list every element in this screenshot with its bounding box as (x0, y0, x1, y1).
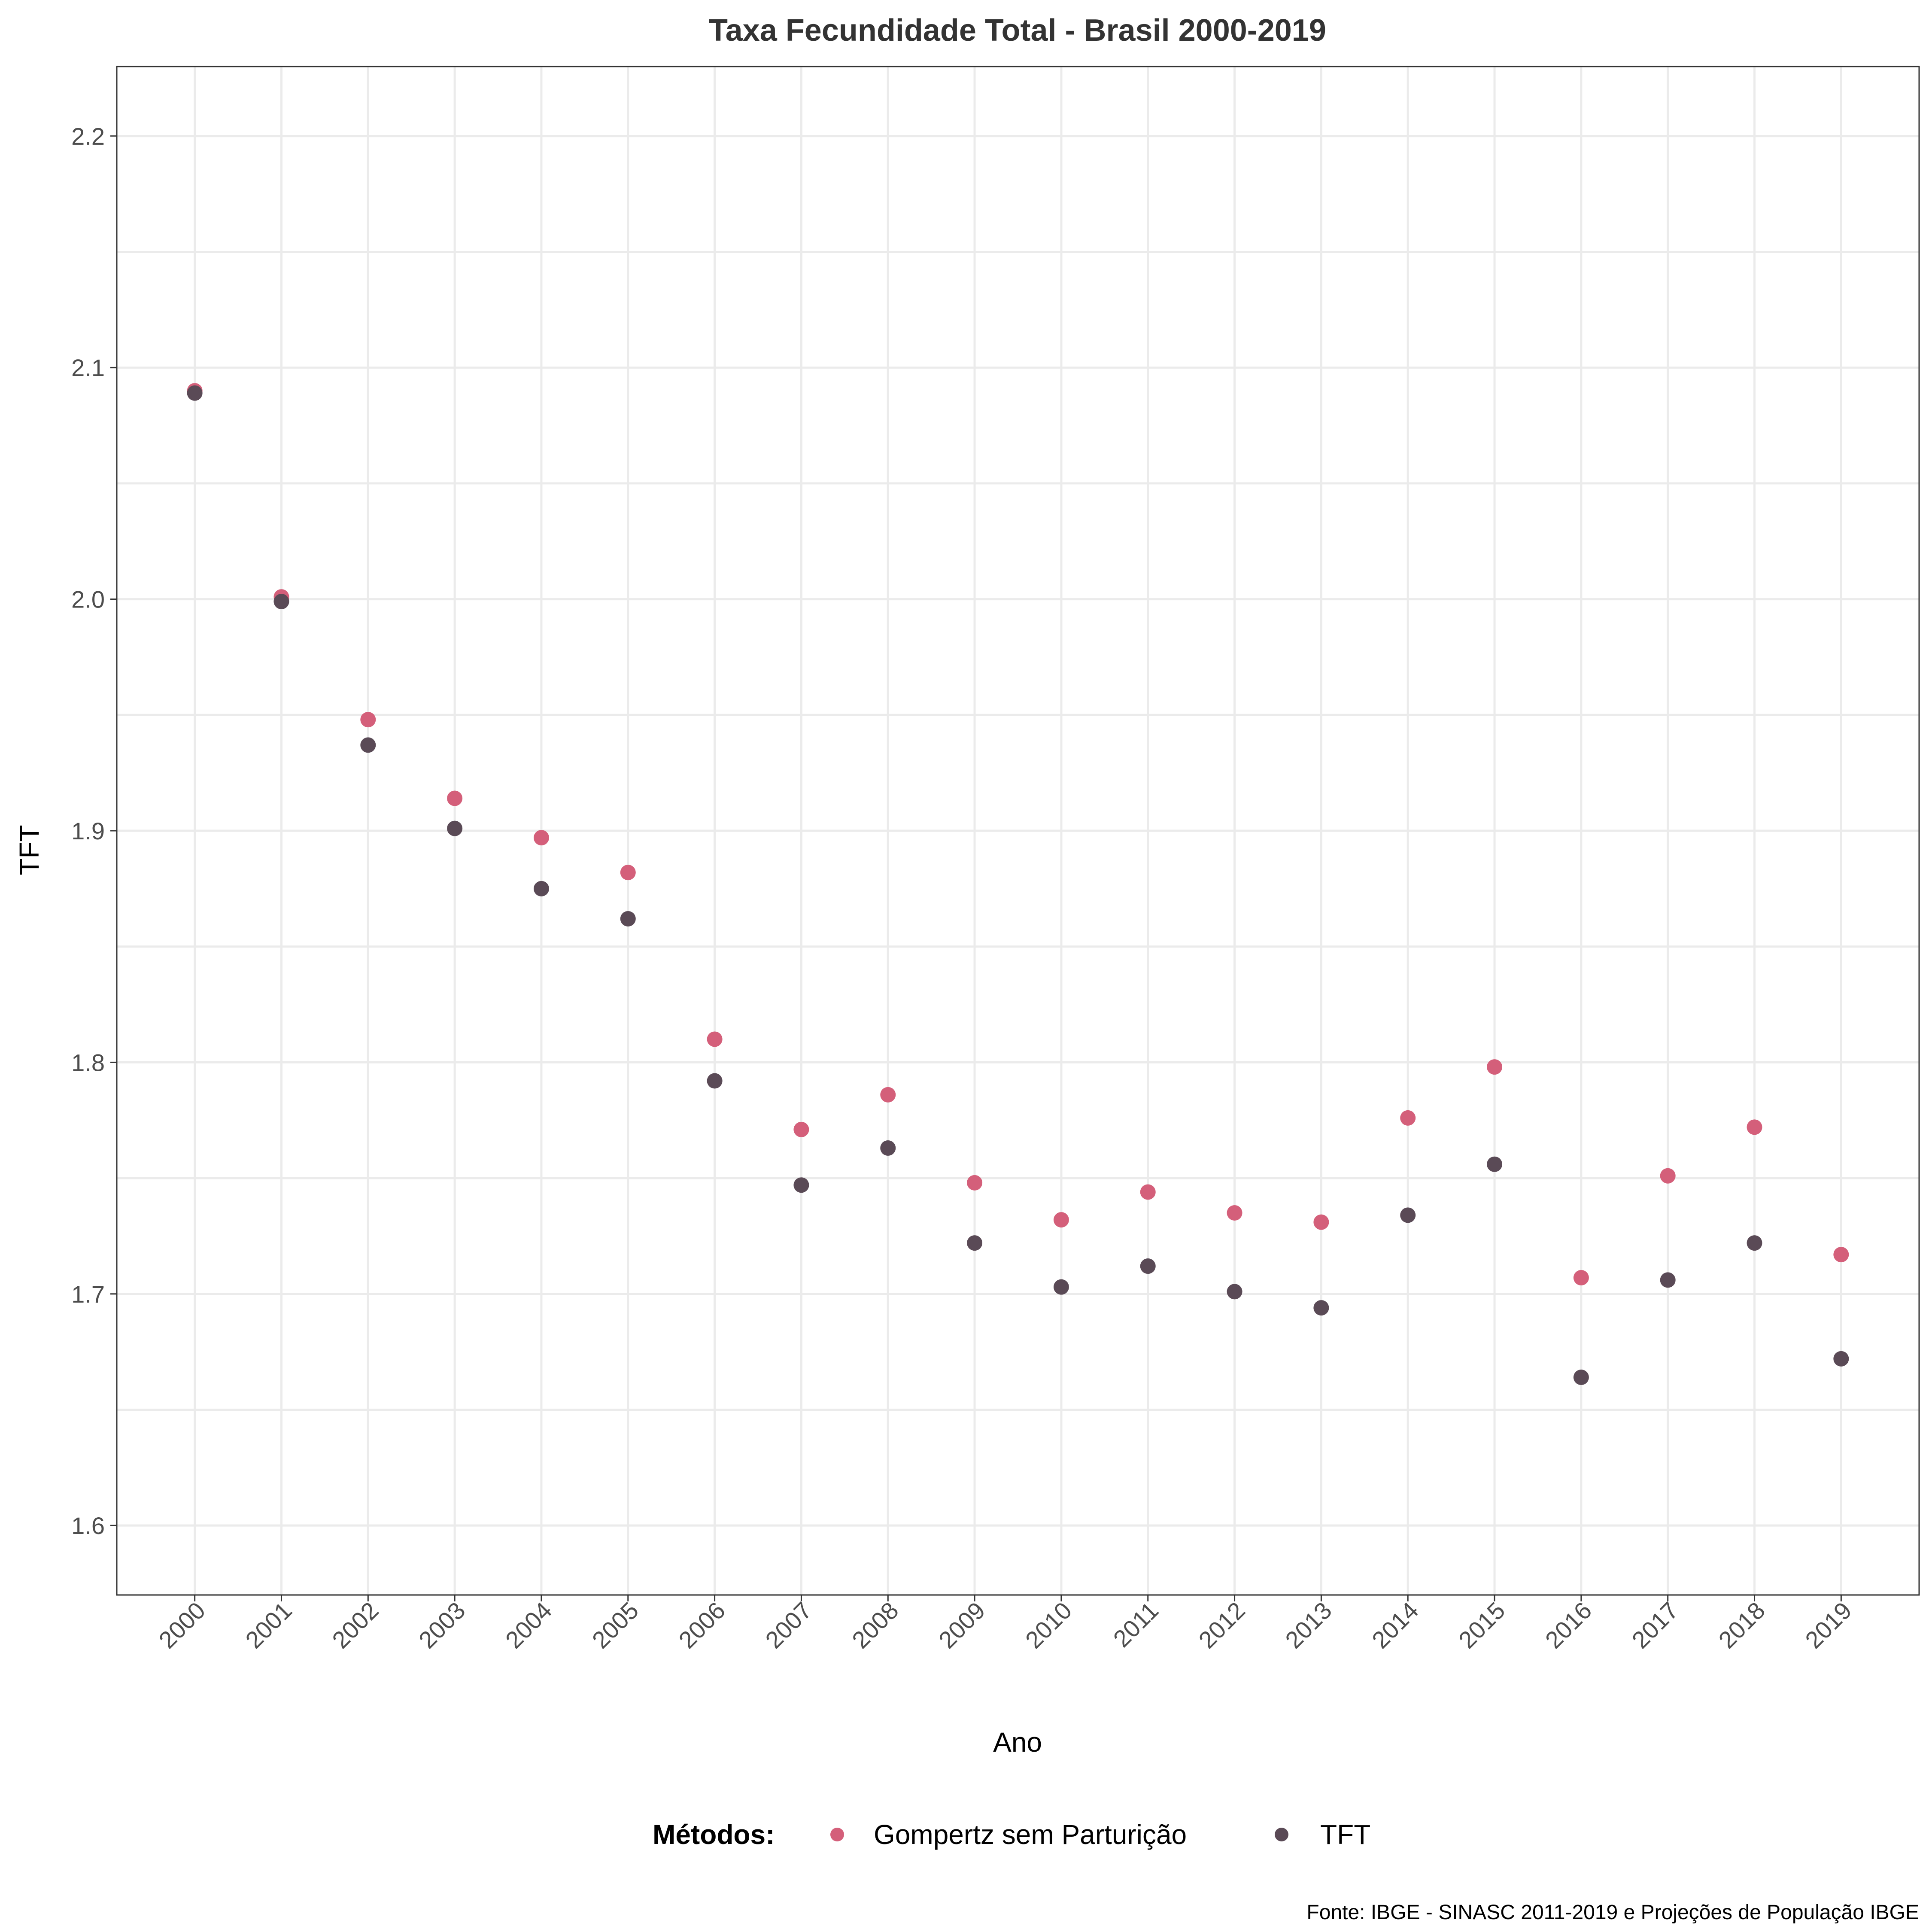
x-tick-label: 2013 (1280, 1597, 1337, 1654)
point-series-1 (447, 820, 463, 836)
point-series-1 (1140, 1258, 1156, 1274)
y-tick-label: 2.2 (71, 123, 105, 150)
legend-key-tft (1275, 1828, 1288, 1841)
point-series-0 (880, 1087, 896, 1103)
point-series-0 (707, 1031, 723, 1047)
point-series-1 (880, 1140, 896, 1156)
x-tick-label: 2004 (500, 1597, 557, 1654)
y-tick-label: 1.8 (71, 1049, 105, 1076)
x-tick-label: 2000 (153, 1597, 210, 1654)
legend-key-gompertz (830, 1828, 844, 1841)
point-series-0 (1400, 1110, 1416, 1126)
y-axis-title: TFT (14, 825, 45, 875)
point-series-1 (707, 1073, 723, 1089)
point-series-0 (793, 1121, 809, 1137)
x-tick-label: 2015 (1453, 1597, 1510, 1654)
point-series-0 (1833, 1247, 1849, 1263)
point-series-1 (273, 594, 289, 609)
y-tick-label: 1.9 (71, 817, 105, 844)
x-tick-label: 2001 (240, 1597, 297, 1654)
x-tick-label: 2010 (1020, 1597, 1077, 1654)
grid (117, 67, 1919, 1595)
x-tick-label: 2017 (1627, 1597, 1684, 1654)
x-tick-label: 2014 (1367, 1597, 1424, 1654)
point-series-0 (1660, 1168, 1676, 1184)
legend-label-tft: TFT (1320, 1819, 1370, 1850)
point-series-1 (1573, 1369, 1589, 1385)
point-series-1 (1400, 1207, 1416, 1223)
x-tick-label: 2016 (1540, 1597, 1597, 1654)
y-axis: 1.6 1.7 1.8 1.9 2.0 2.1 2.2 (71, 123, 117, 1539)
data-points (187, 383, 1849, 1385)
point-series-1 (1053, 1279, 1069, 1295)
x-tick-label: 2007 (760, 1597, 817, 1654)
point-series-1 (533, 881, 549, 896)
x-tick-label: 2011 (1108, 1597, 1164, 1653)
y-tick-label: 2.0 (71, 586, 105, 613)
point-series-0 (967, 1175, 983, 1191)
point-series-1 (360, 737, 376, 753)
y-tick-label: 1.7 (71, 1281, 105, 1308)
x-tick-label: 2009 (933, 1597, 990, 1654)
x-axis-title: Ano (993, 1727, 1042, 1758)
point-series-1 (1833, 1351, 1849, 1367)
point-series-0 (533, 830, 549, 846)
x-tick-label: 2003 (413, 1597, 471, 1654)
legend-label-gompertz: Gompertz sem Parturição (874, 1819, 1187, 1850)
caption: Fonte: IBGE - SINASC 2011-2019 e Projeçõ… (1306, 1901, 1919, 1924)
point-series-0 (1747, 1119, 1762, 1135)
point-series-0 (1313, 1214, 1329, 1230)
point-series-0 (1227, 1205, 1242, 1221)
point-series-0 (447, 790, 463, 806)
point-series-0 (1487, 1059, 1503, 1075)
point-series-0 (1573, 1270, 1589, 1286)
x-tick-label: 2019 (1800, 1597, 1857, 1654)
legend: Métodos: Gompertz sem Parturição TFT (653, 1819, 1370, 1850)
point-series-0 (1140, 1184, 1156, 1200)
point-series-1 (1487, 1156, 1503, 1172)
x-tick-label: 2006 (673, 1597, 730, 1654)
chart-title: Taxa Fecundidade Total - Brasil 2000-201… (709, 13, 1326, 48)
y-tick-label: 1.6 (71, 1512, 105, 1539)
point-series-1 (620, 911, 636, 927)
x-axis: 2000 2001 2002 2003 2004 2005 2006 2007 2008 2009… (153, 1595, 1857, 1654)
x-tick-label: 2002 (327, 1597, 384, 1654)
x-tick-label: 2012 (1193, 1597, 1250, 1654)
y-tick-label: 2.1 (71, 354, 105, 381)
point-series-1 (793, 1177, 809, 1193)
legend-title: Métodos: (653, 1819, 775, 1850)
point-series-1 (967, 1235, 983, 1251)
point-series-0 (1053, 1212, 1069, 1228)
point-series-1 (1313, 1300, 1329, 1316)
point-series-1 (1227, 1284, 1242, 1300)
point-series-1 (187, 385, 203, 401)
point-series-1 (1747, 1235, 1762, 1251)
x-tick-label: 2018 (1713, 1597, 1770, 1654)
point-series-1 (1660, 1272, 1676, 1288)
x-tick-label: 2008 (847, 1597, 904, 1654)
x-tick-label: 2005 (587, 1597, 644, 1654)
point-series-0 (620, 865, 636, 881)
point-series-0 (360, 712, 376, 728)
